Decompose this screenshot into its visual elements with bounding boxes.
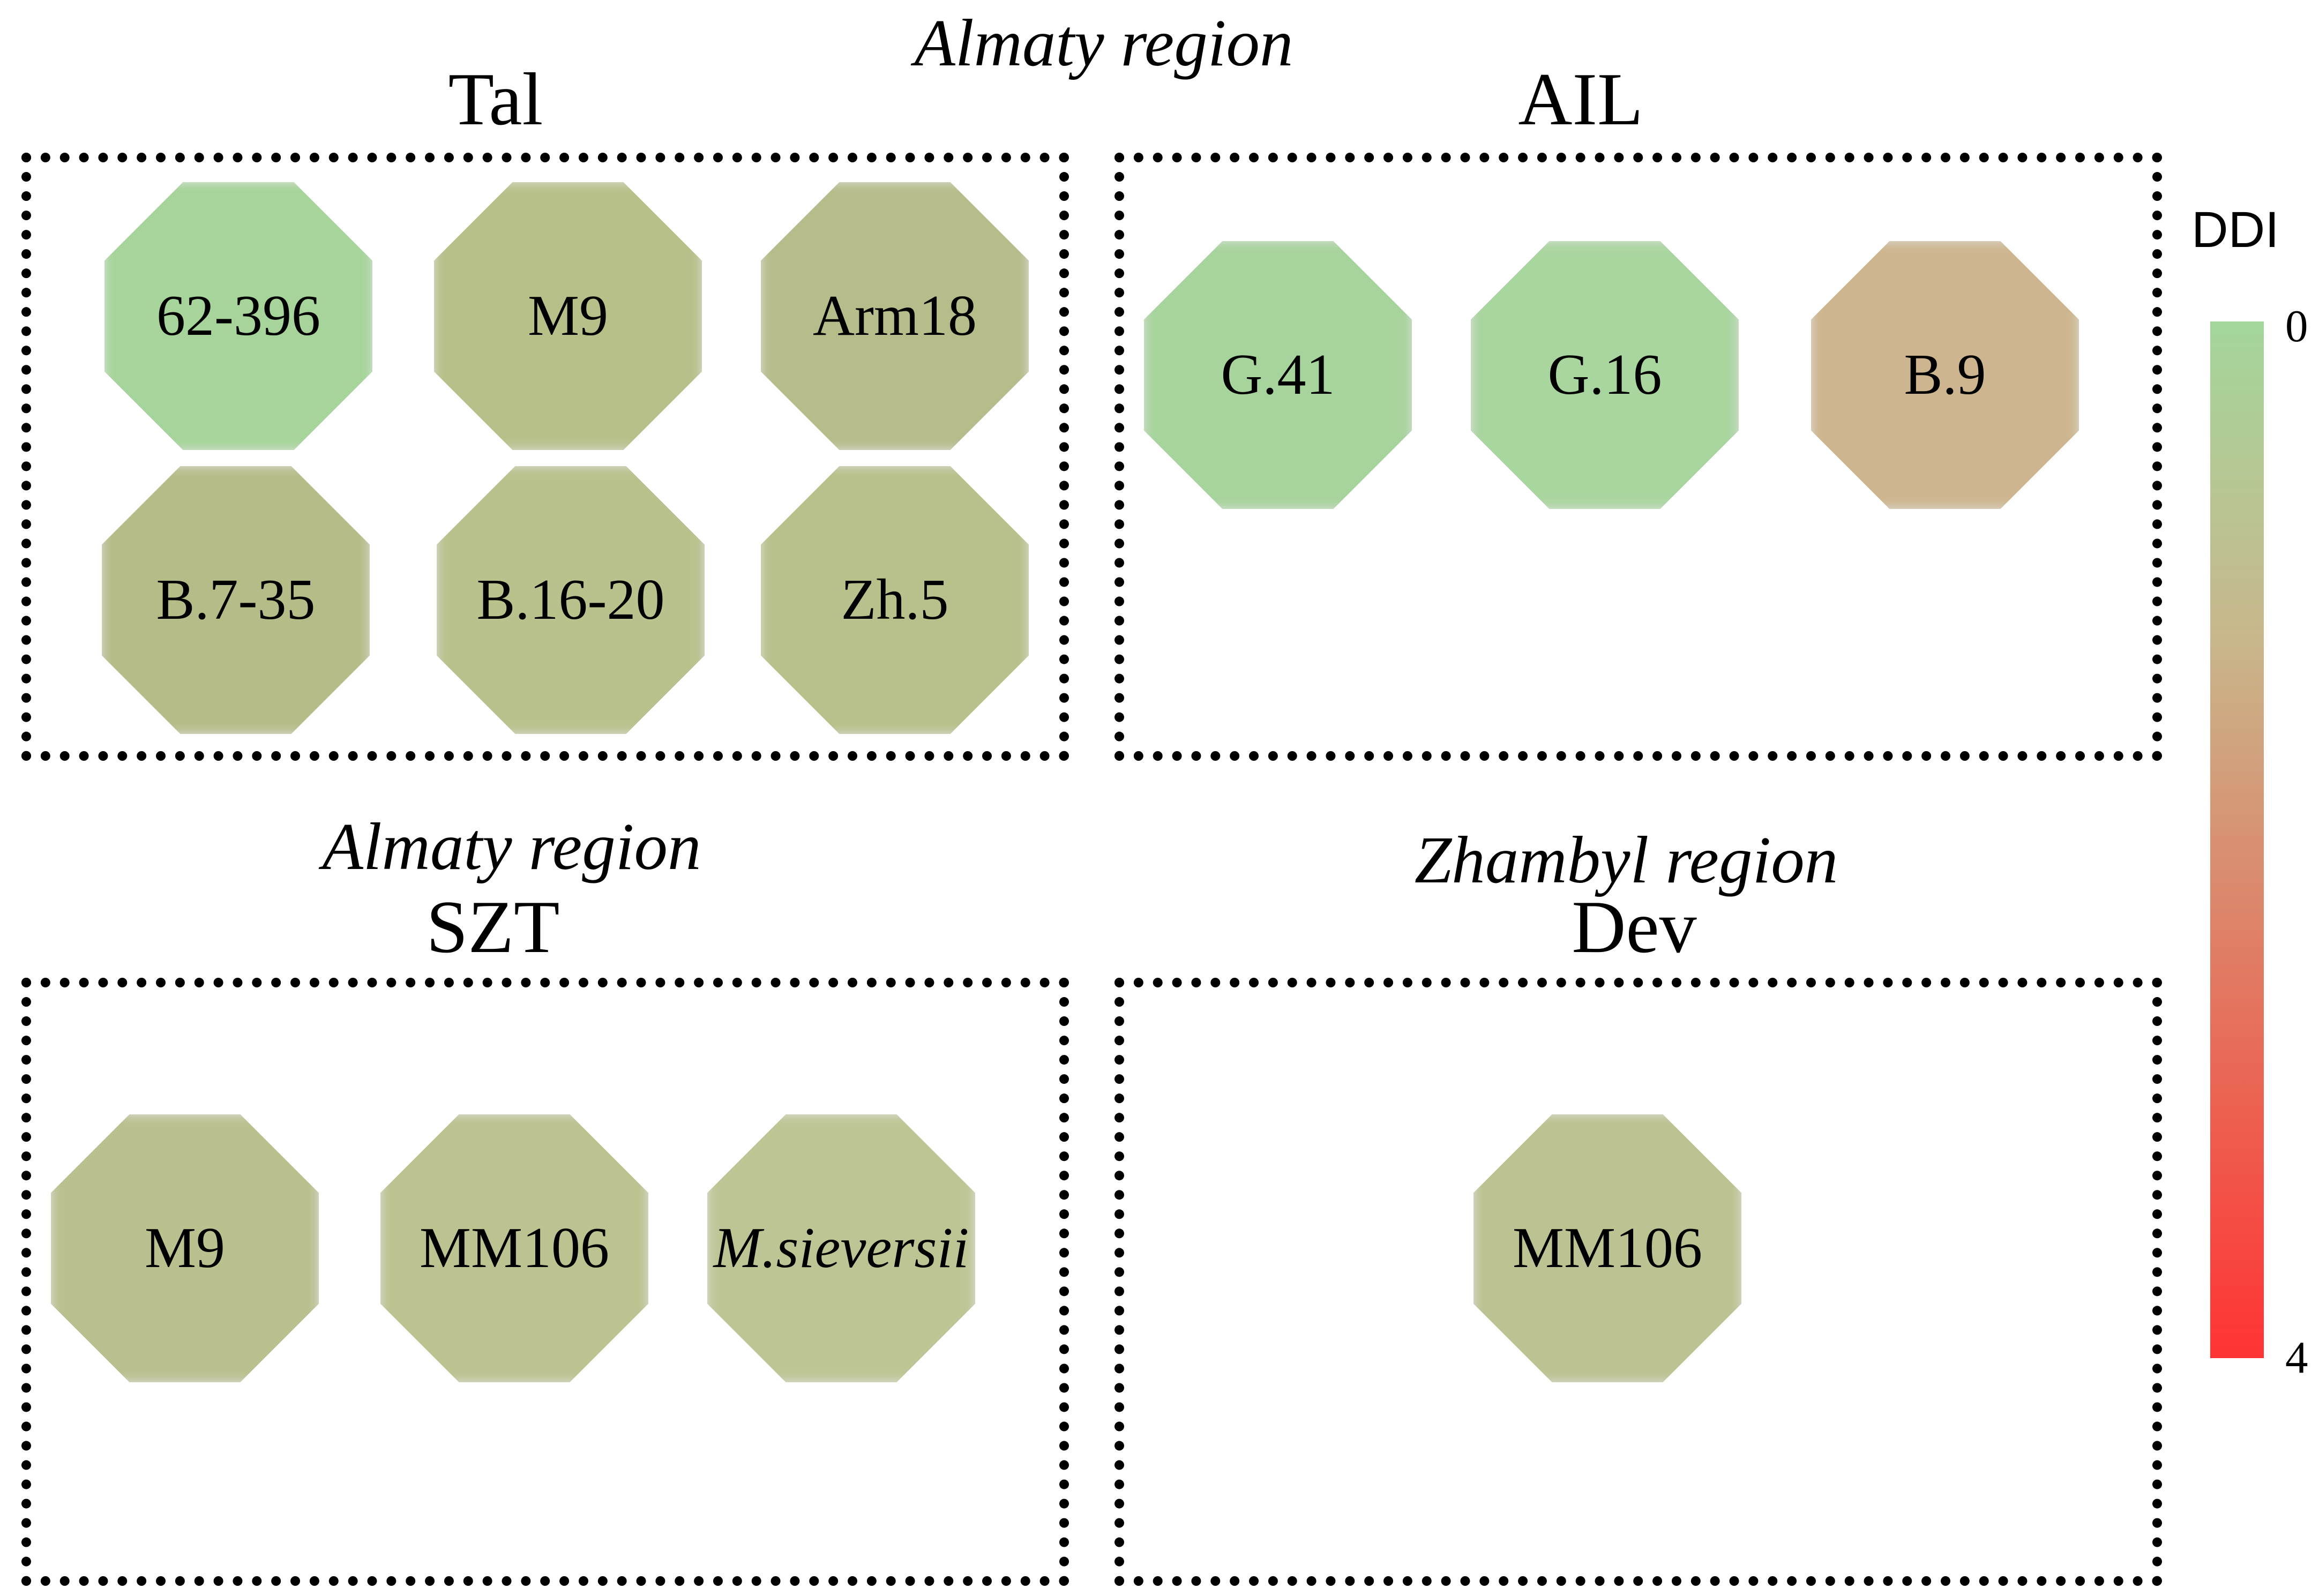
- panel-szt: [21, 978, 1069, 1586]
- octagon-node: [434, 182, 702, 450]
- octagon-node-label: MM106: [419, 1216, 610, 1280]
- region-label-almaty-top: Almaty region: [914, 6, 1293, 80]
- octagon-node: [1471, 241, 1739, 509]
- octagon-node-label: G.41: [1221, 343, 1335, 407]
- region-label-almaty-bottom: Almaty region: [322, 810, 701, 884]
- octagon-node-label: M9: [527, 284, 609, 348]
- octagon-node: [1811, 241, 2079, 509]
- octagon-node-label: Zh.5: [841, 568, 949, 632]
- octagon-node: [104, 182, 372, 450]
- octagon-node: [380, 1114, 648, 1382]
- octagon-node: [761, 466, 1029, 734]
- site-label-szt: SZT: [426, 886, 560, 969]
- legend-colorbar: [2210, 321, 2264, 1358]
- octagon-node-label: B.16-20: [476, 568, 665, 632]
- panel-dev: [1114, 978, 2162, 1586]
- octagon-node: [51, 1114, 319, 1382]
- octagon-node: [437, 466, 705, 734]
- octagon-node-label: G.16: [1547, 343, 1662, 407]
- panel-ail: [1114, 153, 2162, 761]
- octagon-node-label: MM106: [1512, 1216, 1703, 1280]
- octagon-node-label: B.7-35: [156, 568, 316, 632]
- octagon-node: [1144, 241, 1412, 509]
- octagon-node-label: M9: [144, 1216, 226, 1280]
- octagon-node-label: Arm18: [813, 284, 977, 348]
- octagon-node: [761, 182, 1029, 450]
- octagon-node: [102, 466, 370, 734]
- octagon-node-label: M.sieversii: [713, 1216, 969, 1280]
- panel-tal: [21, 153, 1069, 761]
- octagon-node: [1473, 1114, 1741, 1382]
- site-label-tal: Tal: [448, 58, 543, 141]
- octagon-node-label: B.9: [1904, 343, 1986, 407]
- region-label-zhambyl: Zhambyl region: [1414, 823, 1838, 897]
- site-label-dev: Dev: [1572, 886, 1697, 969]
- legend-title: DDI: [2191, 201, 2279, 258]
- site-label-ail: AIL: [1518, 58, 1643, 141]
- octagon-node-label: 62-396: [156, 284, 320, 348]
- legend-tick-max: 4: [2285, 1332, 2308, 1383]
- legend-tick-min: 0: [2285, 301, 2308, 351]
- octagon-node: [707, 1114, 975, 1382]
